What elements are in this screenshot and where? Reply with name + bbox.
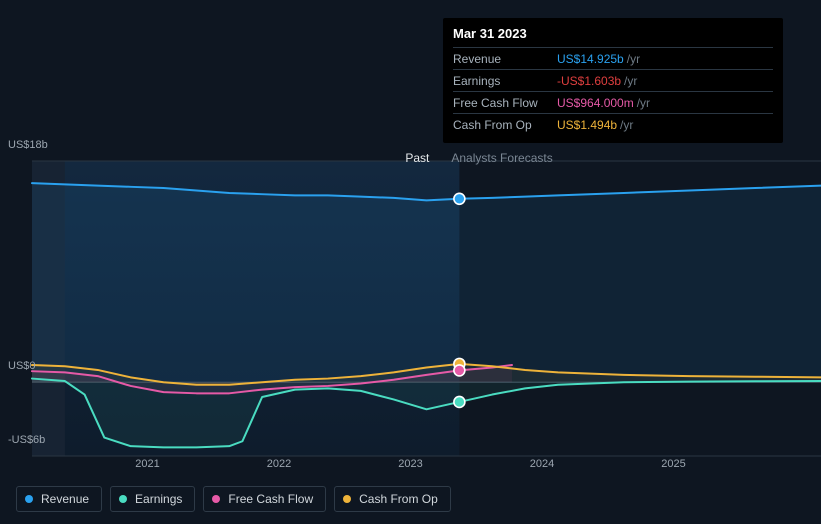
tooltip-label: Cash From Op	[453, 118, 541, 132]
legend-item-revenue[interactable]: Revenue	[16, 486, 102, 512]
tooltip-value: US$14.925b/yr	[557, 52, 640, 66]
chart-legend: Revenue Earnings Free Cash Flow Cash From O…	[16, 486, 451, 512]
tooltip-label: Earnings	[453, 74, 541, 88]
tooltip-label: Free Cash Flow	[453, 96, 541, 110]
legend-swatch	[25, 495, 33, 503]
tooltip-row: Free Cash Flow US$964.000m/yr	[453, 91, 773, 113]
x-axis-label: 2021	[135, 458, 159, 470]
y-axis-label: US$0	[8, 360, 36, 372]
tooltip-label: Revenue	[453, 52, 541, 66]
tooltip-date: Mar 31 2023	[453, 26, 773, 47]
region-label-forecast: Analysts Forecasts	[451, 151, 552, 165]
legend-swatch	[343, 495, 351, 503]
y-axis-label: -US$6b	[8, 434, 45, 446]
tooltip-row: Earnings -US$1.603b/yr	[453, 69, 773, 91]
region-label-past: Past	[405, 151, 429, 165]
tooltip-value: US$1.494b/yr	[557, 118, 633, 132]
tooltip-row: Revenue US$14.925b/yr	[453, 47, 773, 69]
legend-swatch	[119, 495, 127, 503]
legend-item-earnings[interactable]: Earnings	[110, 486, 195, 512]
tooltip-value: -US$1.603b/yr	[557, 74, 637, 88]
legend-label: Cash From Op	[359, 492, 438, 506]
legend-item-free-cash-flow[interactable]: Free Cash Flow	[203, 486, 326, 512]
tooltip-rows: Revenue US$14.925b/yr Earnings -US$1.603b/y…	[453, 47, 773, 135]
legend-label: Revenue	[41, 492, 89, 506]
y-axis-label: US$18b	[8, 139, 48, 151]
data-tooltip: Mar 31 2023 Revenue US$14.925b/yr Earnings…	[443, 18, 783, 143]
legend-label: Free Cash Flow	[228, 492, 313, 506]
legend-item-cash-from-op[interactable]: Cash From Op	[334, 486, 451, 512]
tooltip-row: Cash From Op US$1.494b/yr	[453, 113, 773, 135]
x-axis-label: 2025	[661, 458, 685, 470]
tooltip-value: US$964.000m/yr	[557, 96, 650, 110]
legend-swatch	[212, 495, 220, 503]
x-axis-label: 2024	[530, 458, 554, 470]
x-axis-label: 2022	[267, 458, 291, 470]
x-axis-label: 2023	[398, 458, 422, 470]
legend-label: Earnings	[135, 492, 182, 506]
